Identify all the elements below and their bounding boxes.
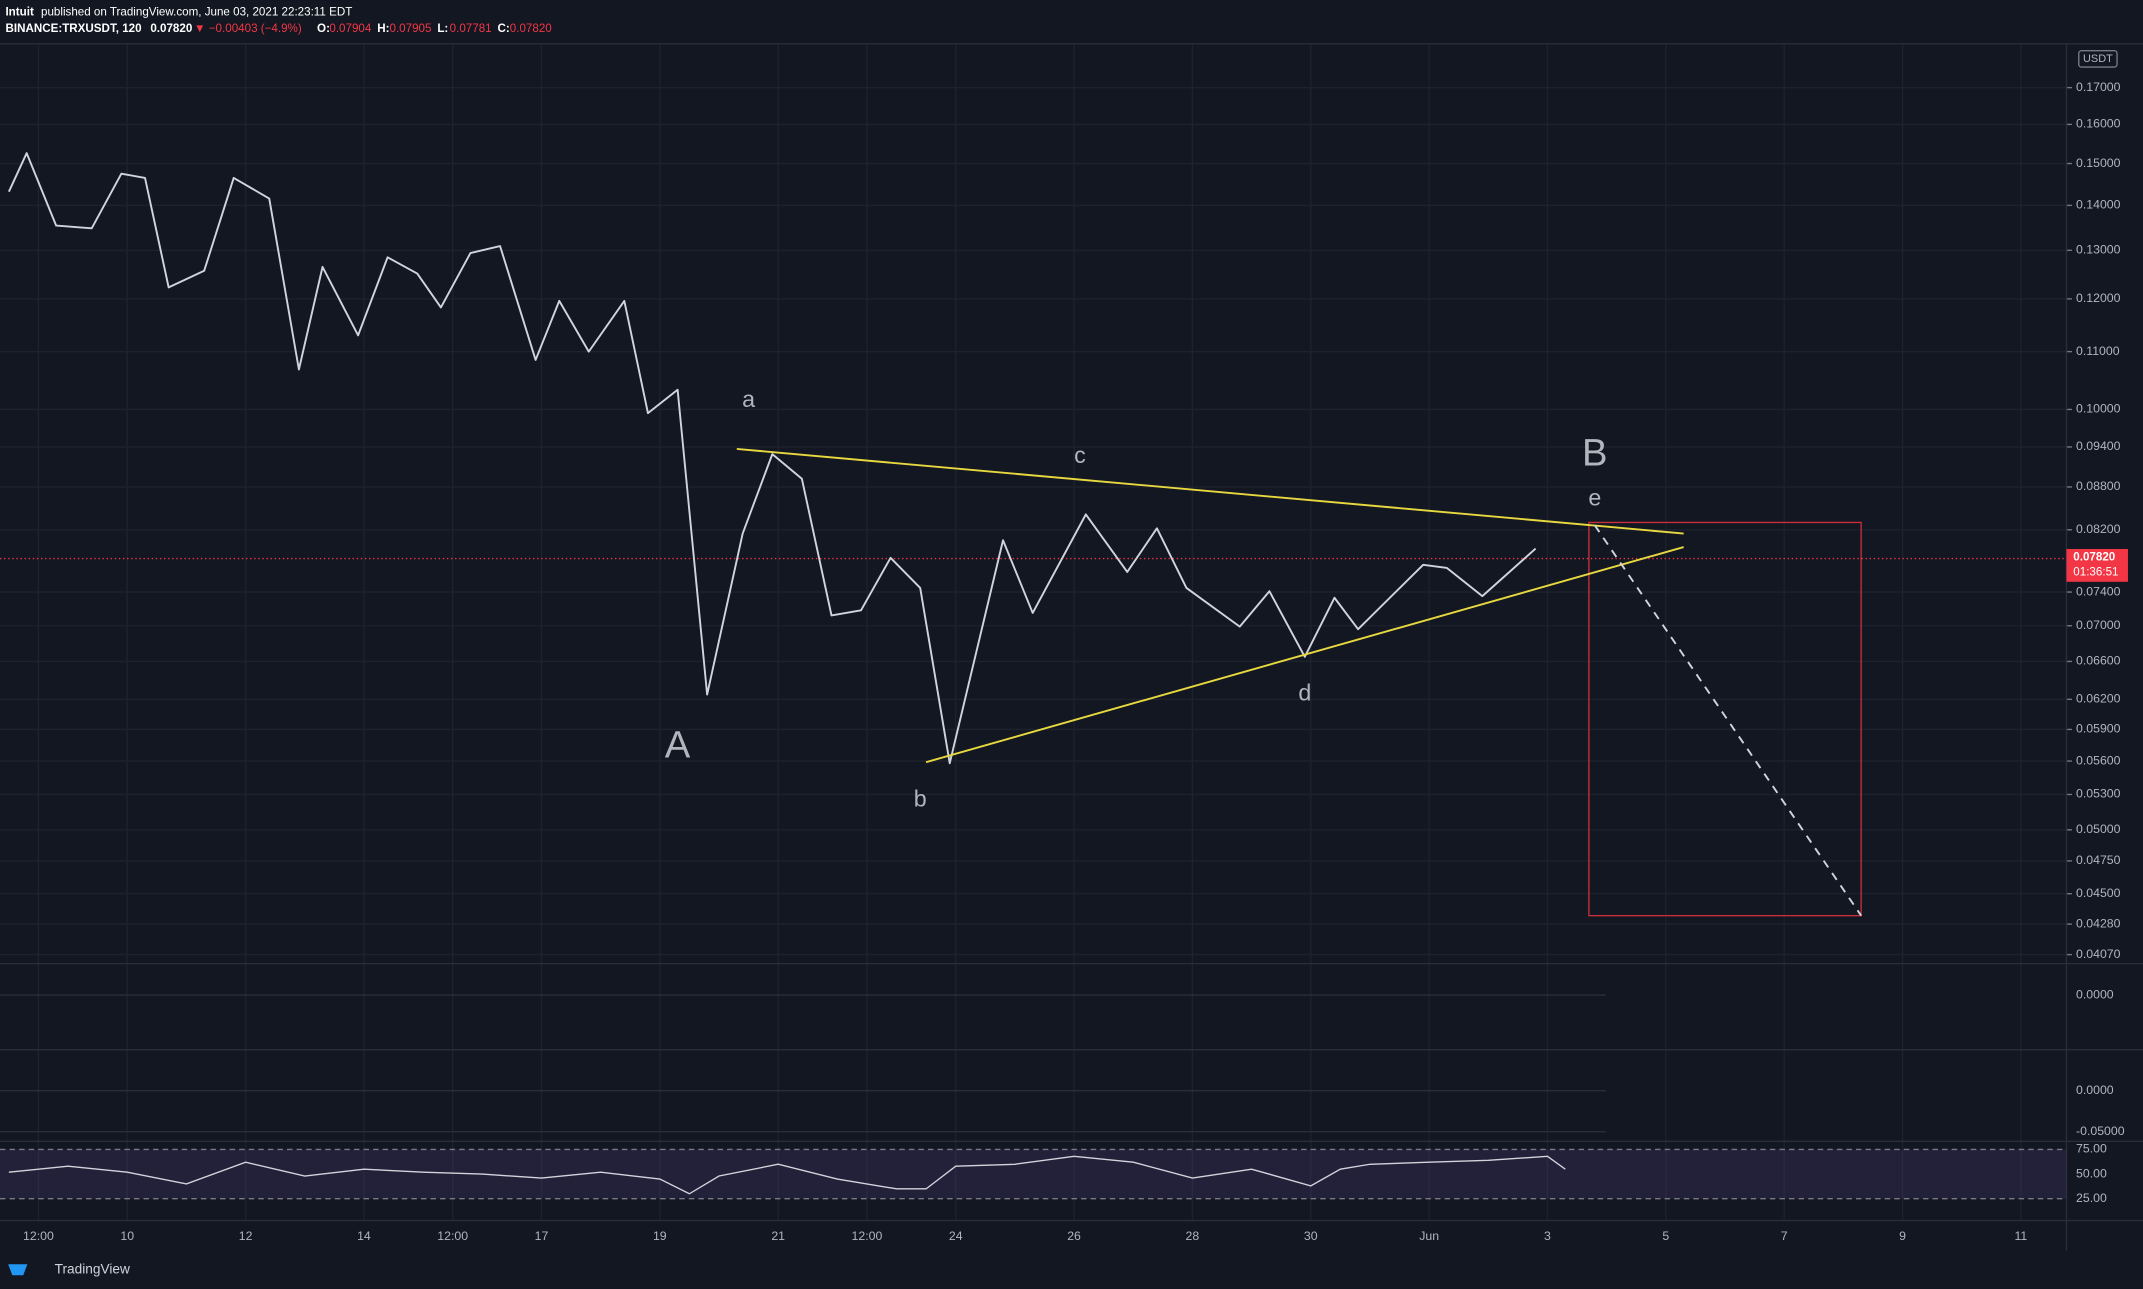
y-tick-label: 0.07400 (2076, 584, 2121, 598)
last-price: 0.07820 (150, 22, 192, 35)
y-tick-label: 0.15000 (2076, 156, 2121, 170)
unit-label: USDT (2083, 53, 2113, 65)
x-tick-label: 30 (1304, 1229, 1318, 1243)
unit-badge (2078, 49, 2118, 68)
projection-line (1594, 524, 1862, 917)
rsi-tick-label: 75.00 (2076, 1142, 2107, 1156)
change: ▼ −0.00403 (−4.9%) (194, 22, 302, 35)
y-tick-label: 0.12000 (2076, 291, 2121, 305)
y-tick-label: 0.04070 (2076, 947, 2121, 961)
target-box (1588, 521, 1862, 917)
ohlc-key: C: (497, 22, 509, 35)
x-tick-label: 21 (771, 1229, 785, 1243)
wave-line (736, 447, 1684, 535)
x-tick-label: 24 (949, 1229, 963, 1243)
y-tick-label: 0.05600 (2076, 753, 2121, 767)
pane-tick-label: 0.0000 (2076, 1083, 2114, 1097)
y-tick-label: 0.11000 (2076, 344, 2120, 358)
x-tick-label: 5 (1662, 1229, 1669, 1243)
wave-label: a (742, 386, 755, 412)
wave-label: B (1582, 432, 1608, 475)
y-tick-label: 0.07000 (2076, 618, 2121, 632)
price-label-bg (2066, 549, 2128, 582)
footer-brand: TradingView (55, 1261, 130, 1276)
y-tick-label: 0.17000 (2076, 80, 2121, 94)
ohlc-key: O: (317, 22, 330, 35)
x-tick-label: 12:00 (852, 1229, 883, 1243)
y-tick-label: 0.16000 (2076, 117, 2121, 131)
ohlc-value: 0.07820 (510, 22, 552, 35)
wave-label: e (1588, 485, 1601, 511)
header: Intuit published on TradingView.com, Jun… (5, 5, 352, 34)
ohlc-key: H: (377, 22, 389, 35)
x-tick-label: 14 (357, 1229, 371, 1243)
x-tick-label: 12:00 (437, 1229, 468, 1243)
x-tick-label: 10 (120, 1229, 134, 1243)
y-tick-label: 0.05900 (2076, 722, 2121, 736)
y-tick-label: 0.10000 (2076, 402, 2121, 416)
wave-label: d (1298, 680, 1311, 706)
symbol: BINANCE:TRXUSDT, 120 (5, 22, 141, 35)
y-tick-label: 0.08800 (2076, 479, 2121, 493)
wave-label: c (1074, 442, 1086, 468)
wave-line (8, 152, 1537, 765)
publisher: Intuit (5, 5, 33, 18)
wave-label: A (665, 723, 691, 766)
x-tick-label: 19 (653, 1229, 667, 1243)
pane-tick-label: 0.0000 (2076, 987, 2114, 1001)
ohlc-value: 0.07781 (450, 22, 492, 35)
x-tick-label: 17 (535, 1229, 549, 1243)
logo (8, 1264, 28, 1276)
ohlc-value: 0.07904 (329, 22, 372, 35)
y-tick-label: 0.05000 (2076, 822, 2121, 836)
y-tick-label: 0.13000 (2076, 243, 2121, 257)
y-tick-label: 0.14000 (2076, 198, 2121, 212)
x-tick-label: 9 (1899, 1229, 1906, 1243)
x-tick-label: 28 (1186, 1229, 1200, 1243)
rsi-tick-label: 25.00 (2076, 1191, 2107, 1205)
ohlc-key: L: (437, 22, 448, 35)
x-tick-label: 12:00 (23, 1229, 54, 1243)
rsi-band (0, 1149, 2067, 1199)
wave-line (925, 546, 1684, 764)
pane-tick-label: -0.05000 (2076, 1124, 2125, 1138)
y-tick-label: 0.06600 (2076, 654, 2121, 668)
y-tick-label: 0.08200 (2076, 522, 2121, 536)
rsi-tick-label: 50.00 (2076, 1166, 2107, 1180)
wave-label: b (914, 785, 927, 811)
ohlc-value: 0.07905 (390, 22, 432, 35)
x-tick-label: 26 (1067, 1229, 1081, 1243)
y-tick-label: 0.04750 (2076, 853, 2121, 867)
y-tick-label: 0.04500 (2076, 886, 2121, 900)
x-tick-label: 7 (1781, 1229, 1788, 1243)
y-tick-label: 0.05300 (2076, 787, 2121, 801)
x-tick-label: Jun (1419, 1229, 1439, 1243)
y-tick-label: 0.06200 (2076, 692, 2121, 706)
price-label: 0.07820 (2073, 550, 2115, 563)
x-tick-label: 11 (2015, 1229, 2028, 1243)
x-tick-label: 12 (239, 1229, 253, 1243)
rsi-line (8, 1155, 1566, 1195)
y-tick-label: 0.04280 (2076, 916, 2121, 930)
y-tick-label: 0.09400 (2076, 439, 2121, 453)
published: published on TradingView.com, June 03, 2… (41, 5, 352, 18)
x-tick-label: 3 (1544, 1229, 1551, 1243)
price-countdown: 01:36:51 (2073, 565, 2118, 578)
